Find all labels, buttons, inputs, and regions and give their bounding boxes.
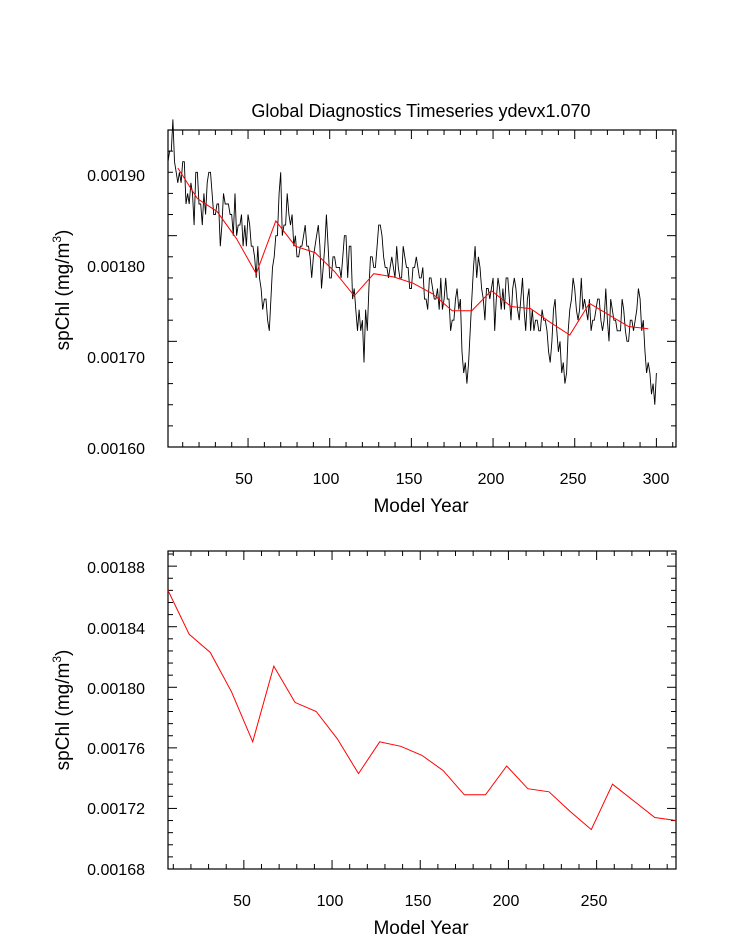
bottom-y-axis-label: spChl (mg/m3): [50, 650, 74, 771]
top-x-tick-label: 150: [396, 471, 423, 488]
top-annual-series-line: [167, 119, 657, 405]
top-x-axis-label: Model Year: [373, 496, 469, 517]
top-x-tick-label: 300: [643, 471, 670, 488]
top-x-tick-labels: 50 100 150 200 250 300: [235, 471, 669, 488]
bottom-x-tick-label: 100: [317, 893, 344, 910]
top-ticks: [168, 129, 676, 448]
bottom-y-tick-label: 0.00188: [87, 560, 145, 577]
bottom-x-axis-label: Model Year: [373, 918, 469, 939]
top-x-tick-label: 100: [313, 471, 340, 488]
top-y-axis-label: spChl (mg/m3): [50, 230, 74, 351]
bottom-ticks: [168, 551, 676, 870]
top-panel: Global Diagnostics Timeseries ydevx1.070…: [50, 101, 677, 517]
top-x-tick-label: 50: [235, 471, 253, 488]
bottom-x-tick-label: 50: [233, 893, 251, 910]
top-y-tick-label: 0.00180: [87, 259, 145, 276]
top-chart-title: Global Diagnostics Timeseries ydevx1.070: [251, 101, 590, 121]
bottom-x-tick-label: 250: [581, 893, 608, 910]
bottom-x-tick-labels: 50 100 150 200 250: [233, 893, 607, 910]
bottom-decadal-mean-line: [167, 590, 677, 831]
bottom-y-tick-label: 0.00176: [87, 741, 145, 758]
top-y-tick-label: 0.00160: [87, 441, 145, 458]
bottom-y-tick-label: 0.00184: [87, 621, 145, 638]
top-y-tick-label: 0.00190: [87, 168, 145, 185]
bottom-panel: 50 100 150 200 250 0.00168 0.00172 0.001…: [50, 550, 677, 939]
bottom-y-tick-labels: 0.00168 0.00172 0.00176 0.00180 0.00184 …: [87, 560, 145, 879]
top-x-tick-label: 200: [478, 471, 505, 488]
top-y-tick-labels: 0.00160 0.00170 0.00180 0.00190: [87, 168, 145, 458]
bottom-x-tick-label: 150: [405, 893, 432, 910]
bottom-y-tick-label: 0.00168: [87, 862, 145, 879]
top-x-tick-label: 250: [560, 471, 587, 488]
bottom-plot-frame: [167, 550, 677, 870]
bottom-y-tick-label: 0.00180: [87, 681, 145, 698]
bottom-x-tick-label: 200: [493, 893, 520, 910]
bottom-y-tick-label: 0.00172: [87, 801, 145, 818]
top-decadal-mean-line: [177, 167, 649, 336]
top-y-tick-label: 0.00170: [87, 350, 145, 367]
top-plot-frame: [167, 129, 677, 448]
